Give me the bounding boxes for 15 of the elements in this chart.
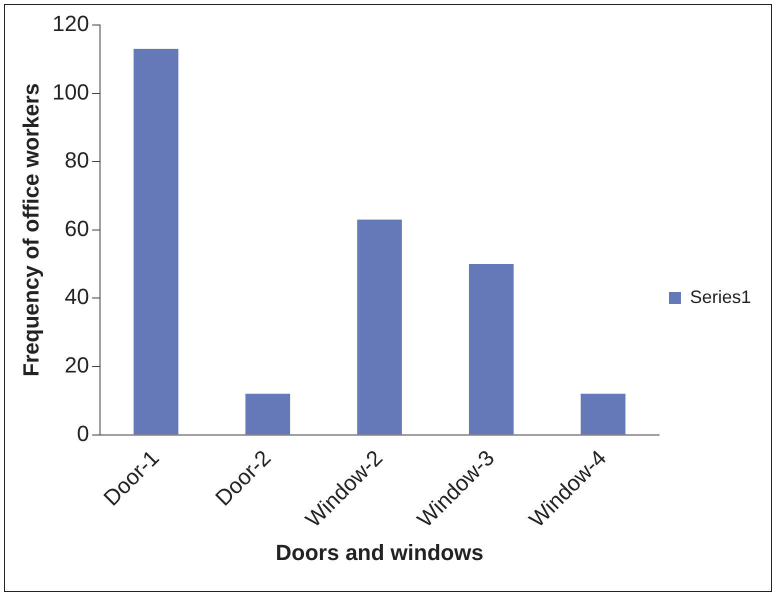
legend-label: Series1 (690, 286, 751, 307)
y-tick-label: 60 (64, 216, 90, 241)
bar (134, 48, 178, 434)
bar (357, 220, 402, 434)
y-tick-label: 80 (64, 148, 90, 173)
y-tick-label: 100 (52, 79, 90, 104)
y-axis-title: Frequency of office workers (18, 83, 44, 377)
y-tick-label: 40 (64, 284, 90, 310)
y-tick-label: 20 (64, 352, 90, 378)
y-tick-label: 0 (76, 420, 90, 446)
bar (245, 394, 290, 434)
bar (468, 264, 514, 434)
bar (580, 394, 626, 434)
y-tick-label: 120 (52, 11, 90, 36)
x-axis-title: Doors and windows (276, 540, 484, 565)
